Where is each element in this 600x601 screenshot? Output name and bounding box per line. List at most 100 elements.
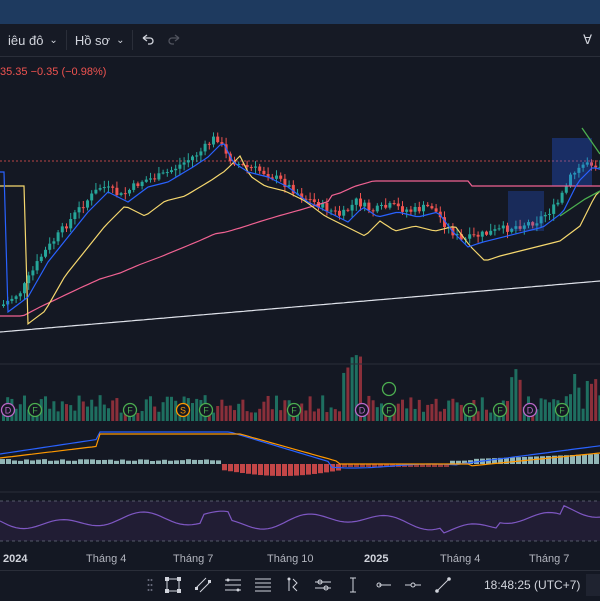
chart-type-dropdown[interactable]: iêu đô ⌄ xyxy=(0,24,66,56)
macd-bar xyxy=(426,464,431,467)
macd-bar xyxy=(324,464,329,473)
time-label: Tháng 4 xyxy=(86,553,127,565)
candle-body xyxy=(346,209,350,211)
macd-bar xyxy=(126,460,131,464)
candle-body xyxy=(90,193,94,201)
candle-body xyxy=(27,275,31,284)
volume-profile xyxy=(508,138,592,231)
candle-body xyxy=(165,172,169,174)
macd-bar xyxy=(570,455,575,464)
candle-body xyxy=(422,204,425,212)
macd-bar xyxy=(264,464,269,476)
candle-body xyxy=(367,202,371,211)
lock-icon[interactable]: ∀ xyxy=(583,32,592,47)
macd-bar xyxy=(30,460,35,464)
macd-bar xyxy=(150,460,155,464)
time-label: Tháng 4 xyxy=(440,553,481,565)
candle-body xyxy=(287,184,291,187)
horizontal-line-icon[interactable] xyxy=(398,572,428,598)
candle-body xyxy=(86,200,89,208)
trend-line-icon[interactable] xyxy=(428,572,458,598)
volume-bar xyxy=(480,397,484,421)
volume-bar xyxy=(249,412,253,421)
fib-retracement-icon[interactable] xyxy=(218,572,248,598)
pattern-tool-icon[interactable] xyxy=(308,572,338,598)
macd-bar xyxy=(12,460,17,464)
macd-bar xyxy=(486,458,491,464)
candle-body xyxy=(153,178,157,180)
profile-dropdown[interactable]: Hồ sơ ⌄ xyxy=(67,24,133,56)
candle-body xyxy=(178,164,182,169)
macd-bar xyxy=(102,459,107,464)
macd-bar xyxy=(504,457,509,464)
volume-bar xyxy=(342,372,346,421)
clock-display[interactable]: 18:48:25 (UTC+7) xyxy=(484,578,581,592)
fib-extension-icon[interactable] xyxy=(248,572,278,598)
ma-fast-line xyxy=(0,143,600,314)
trendline xyxy=(581,127,600,155)
candle-body xyxy=(300,193,304,199)
macd-bar xyxy=(588,454,593,464)
event-marker-label: F xyxy=(497,406,503,416)
macd-bar xyxy=(192,459,197,464)
candle-body xyxy=(430,206,434,209)
candle-body xyxy=(81,207,85,209)
candle-body xyxy=(510,228,514,232)
volume-bar xyxy=(44,396,47,421)
parallel-channel-icon[interactable] xyxy=(188,572,218,598)
macd-line xyxy=(0,431,600,469)
volume-bar xyxy=(48,408,52,421)
volume-bar xyxy=(140,411,144,421)
volume-bar xyxy=(81,401,85,421)
macd-bar xyxy=(384,464,389,467)
candle-body xyxy=(363,202,367,207)
redo-icon[interactable] xyxy=(161,24,189,56)
macd-bar xyxy=(420,464,425,467)
volume-bar xyxy=(119,412,123,421)
time-axis: 2024 Tháng 4 Tháng 7 Tháng 10 2025 Tháng… xyxy=(0,548,600,570)
volume-bar xyxy=(443,408,446,421)
horizontal-ray-icon[interactable] xyxy=(368,572,398,598)
candle-body xyxy=(94,189,98,194)
macd-bar xyxy=(342,464,347,467)
volume-bar xyxy=(241,399,245,421)
candle-body xyxy=(48,243,52,250)
macd-bar xyxy=(162,459,167,464)
volume-bar xyxy=(493,410,497,421)
macd-bar xyxy=(300,464,305,476)
candle-body xyxy=(380,204,383,206)
macd-bar xyxy=(132,460,137,464)
macd-bar xyxy=(210,460,215,464)
volume-bar xyxy=(543,399,547,421)
text-cursor-icon[interactable] xyxy=(338,572,368,598)
candle-body xyxy=(123,193,127,195)
macd-bar xyxy=(198,459,203,464)
event-marker xyxy=(381,402,397,418)
candle-body xyxy=(44,249,47,257)
candle-body xyxy=(350,204,354,211)
volume-bar xyxy=(535,409,539,421)
macd-bar xyxy=(90,459,95,464)
macd-bar xyxy=(456,460,461,464)
candle-body xyxy=(258,166,262,171)
candle-body xyxy=(23,283,26,294)
candle-body xyxy=(35,261,39,271)
drag-handle-icon[interactable] xyxy=(142,572,158,598)
price-legend: 35.35 −0.35 (−0.98%) xyxy=(0,66,107,78)
macd-bar xyxy=(510,457,515,464)
undo-icon[interactable] xyxy=(133,24,161,56)
candle-body xyxy=(291,184,295,194)
candle-body xyxy=(354,198,358,205)
event-marker-label: D xyxy=(5,406,12,416)
volume-bar xyxy=(107,408,110,421)
long-position-icon[interactable] xyxy=(278,572,308,598)
volume-bar xyxy=(510,377,514,421)
ma-slow-line xyxy=(0,180,600,317)
candle-body xyxy=(506,225,509,232)
toolbar-right: ∀ xyxy=(583,24,592,56)
rectangle-tool-icon[interactable] xyxy=(158,572,188,598)
candle-body xyxy=(102,187,106,189)
volume-bar xyxy=(60,401,64,421)
